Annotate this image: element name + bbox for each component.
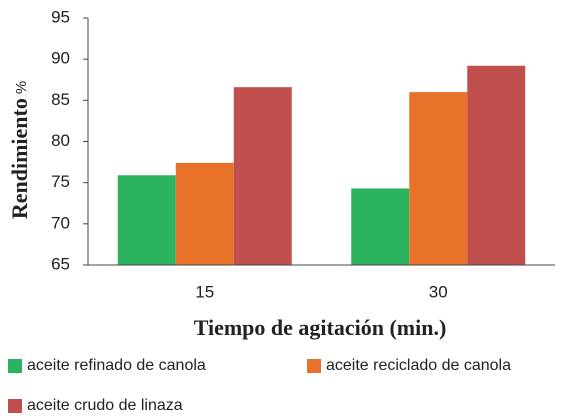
y-axis-label: Rendimiento% — [7, 81, 32, 219]
bar — [409, 92, 468, 265]
x-tick-label: 30 — [429, 282, 448, 301]
bar — [233, 87, 292, 265]
bar — [117, 175, 176, 265]
x-axis-title: Tiempo de agitación (min.) — [194, 315, 447, 340]
legend-swatch — [8, 359, 22, 373]
bar — [351, 188, 410, 265]
y-axis-title: Rendimiento% — [7, 81, 32, 219]
y-tick-label: 80 — [51, 131, 70, 150]
y-tick-label: 65 — [51, 254, 70, 273]
y-tick-label: 90 — [51, 49, 70, 68]
y-label-text: Rendimiento — [7, 98, 32, 219]
legend-swatch — [8, 399, 22, 413]
bar — [175, 162, 234, 265]
y-tick-label: 85 — [51, 90, 70, 109]
y-tick-label: 75 — [51, 172, 70, 191]
bar — [467, 65, 526, 266]
x-tick-label: 15 — [195, 282, 214, 301]
legend-swatch — [307, 359, 321, 373]
legend-label: aceite reciclado de canola — [326, 357, 511, 374]
y-tick-label: 95 — [51, 7, 70, 26]
legend-label: aceite refinado de canola — [27, 357, 206, 374]
y-label-unit: % — [13, 81, 30, 94]
y-tick-label: 70 — [51, 213, 70, 232]
legend-label: aceite crudo de linaza — [27, 397, 183, 414]
